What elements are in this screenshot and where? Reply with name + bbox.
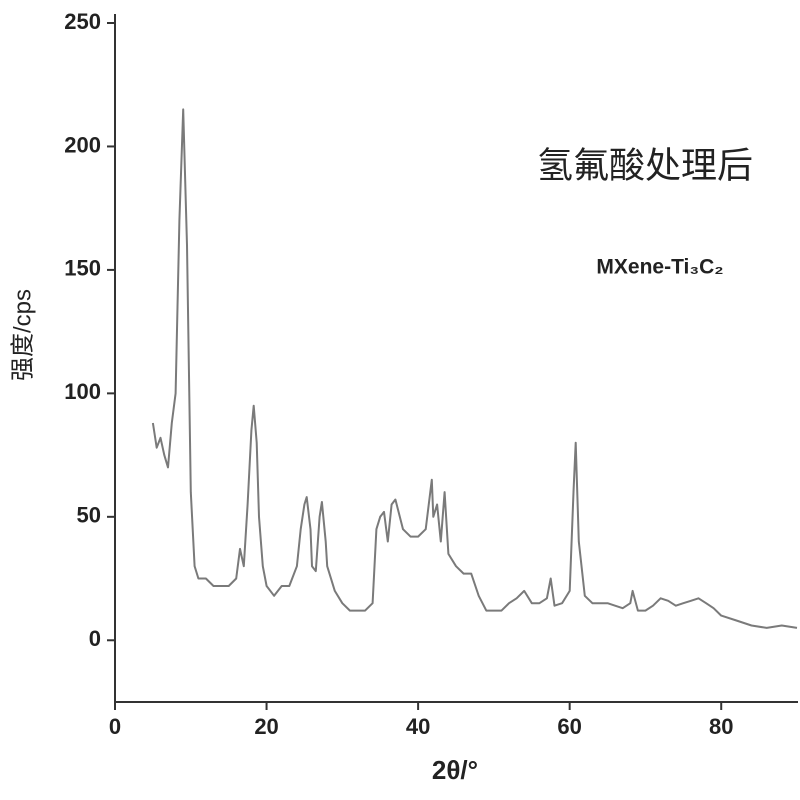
x-tick-label: 60 bbox=[557, 714, 581, 739]
y-tick-label: 250 bbox=[64, 9, 101, 34]
y-tick-label: 100 bbox=[64, 379, 101, 404]
x-tick-label: 40 bbox=[406, 714, 430, 739]
y-tick-label: 50 bbox=[77, 503, 101, 528]
x-tick-label: 0 bbox=[109, 714, 121, 739]
y-tick-label: 150 bbox=[64, 256, 101, 281]
y-axis-label: 强度/cps bbox=[9, 289, 36, 381]
data-line bbox=[151, 108, 798, 629]
x-axis-label: 2θ/° bbox=[432, 755, 478, 785]
x-tick-label: 80 bbox=[709, 714, 733, 739]
chart-title: 氢氟酸处理后 bbox=[537, 145, 753, 186]
y-tick-label: 0 bbox=[89, 626, 101, 651]
x-tick-label: 20 bbox=[254, 714, 278, 739]
y-tick-label: 200 bbox=[64, 132, 101, 157]
chart-subtitle: MXene-Ti₃C₂ bbox=[596, 256, 723, 279]
